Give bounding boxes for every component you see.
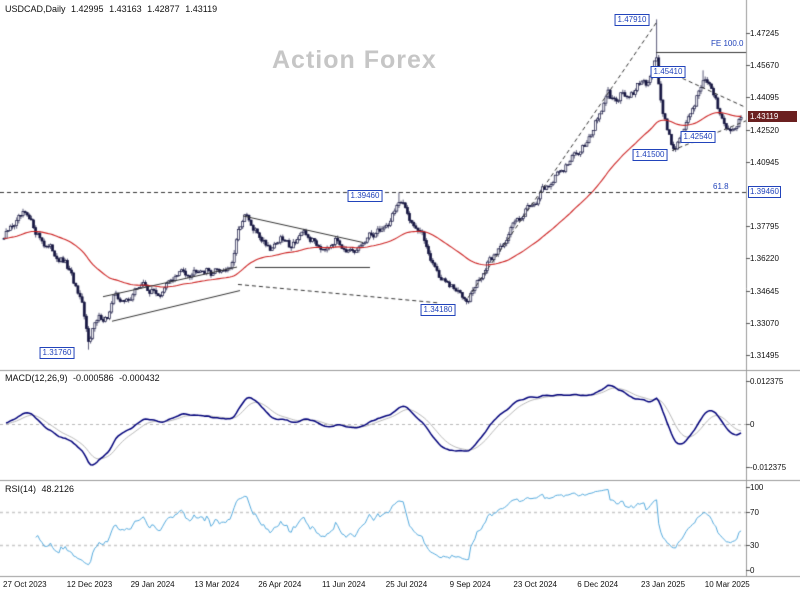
- date-axis-label: 23 Jan 2025: [641, 580, 686, 589]
- close-price: 1.43119: [185, 4, 218, 14]
- rsi-axis-label: 70: [750, 508, 759, 517]
- rsi-axis-label: 0: [750, 566, 755, 575]
- date-axis-label: 9 Sep 2024: [449, 580, 491, 589]
- macd-axis-label: -0.012375: [750, 463, 787, 472]
- price-level-tag: 1.45410: [650, 66, 686, 78]
- rsi-panel-title: RSI(14) 48.2126: [5, 484, 77, 494]
- symbol-timeframe-label: USDCAD,Daily: [5, 4, 66, 14]
- price-level-tag: 1.42540: [680, 131, 716, 143]
- low-price: 1.42877: [147, 4, 180, 14]
- date-axis-label: 23 Oct 2024: [513, 580, 557, 589]
- date-axis-label: 29 Jan 2024: [130, 580, 175, 589]
- rsi-value: 48.2126: [41, 484, 75, 494]
- price-level-tag: 1.34180: [420, 304, 456, 316]
- open-price: 1.42995: [71, 4, 104, 14]
- price-axis-label: 1.44095: [750, 93, 779, 103]
- date-axis-label: 11 Jun 2024: [322, 580, 366, 589]
- macd-main-value: -0.000586: [73, 373, 114, 383]
- symbol-info-bar: USDCAD,Daily 1.42995 1.43163 1.42877 1.4…: [5, 4, 220, 14]
- current-price-tag: 1.43119: [748, 111, 797, 122]
- price-axis-label: 1.33070: [750, 318, 779, 328]
- high-price: 1.43163: [109, 4, 142, 14]
- date-axis-label: 27 Oct 2023: [3, 580, 47, 589]
- price-axis-label: 1.37795: [750, 222, 779, 232]
- rsi-axis-label: 100: [750, 483, 764, 492]
- price-axis-label: 1.36220: [750, 254, 779, 264]
- fe-projection-label: FE 100.0: [711, 39, 744, 48]
- price-level-tag: 1.31760: [39, 347, 75, 359]
- fib-level-axis-tag: 1.39460: [748, 186, 781, 198]
- price-axis-label: 1.45670: [750, 61, 779, 71]
- rsi-axis-label: 30: [750, 541, 759, 550]
- macd-axis-label: 0.012375: [750, 377, 784, 386]
- rsi-label: RSI(14): [5, 484, 37, 494]
- price-axis-label: 1.40945: [750, 157, 779, 167]
- macd-signal-value: -0.000432: [119, 373, 160, 383]
- price-axis-label: 1.42520: [750, 125, 779, 135]
- macd-panel-title: MACD(12,26,9) -0.000586 -0.000432: [5, 373, 163, 383]
- fib-618-label: 61.8: [713, 182, 729, 191]
- macd-label: MACD(12,26,9): [5, 373, 68, 383]
- price-axis-label: 1.34645: [750, 286, 779, 296]
- date-axis-label: 25 Jul 2024: [385, 580, 428, 589]
- price-level-tag: 1.41500: [632, 149, 668, 161]
- date-axis-label: 13 Mar 2024: [194, 580, 240, 589]
- date-axis-label: 12 Dec 2023: [66, 580, 113, 589]
- macd-axis-label: 0: [750, 420, 755, 429]
- price-axis-label: 1.31495: [750, 351, 779, 361]
- price-axis-label: 1.47245: [750, 29, 779, 38]
- price-level-tag: 1.39460: [347, 190, 383, 202]
- price-level-tag: 1.47910: [614, 14, 650, 26]
- date-axis-label: 26 Apr 2024: [258, 580, 302, 589]
- date-axis-label: 6 Dec 2024: [577, 580, 619, 589]
- date-axis-label: 10 Mar 2025: [704, 580, 750, 589]
